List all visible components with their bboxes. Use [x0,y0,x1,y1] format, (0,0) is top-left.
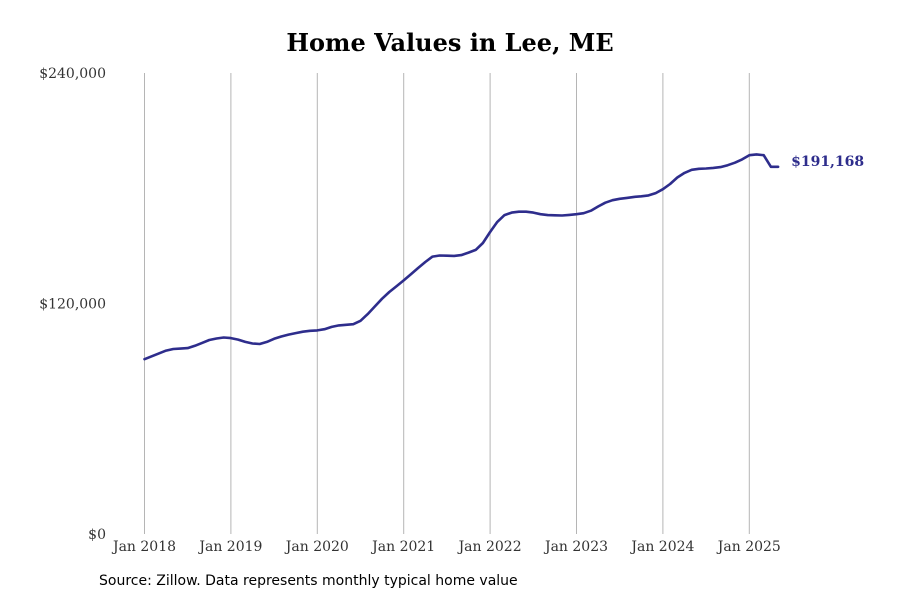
source-note: Source: Zillow. Data represents monthly … [99,573,518,589]
x-axis-ticks: Jan 2018 Jan 2019 Jan 2020 Jan 2021 Jan 2022… [111,539,781,555]
x-tick-label: Jan 2021 [370,539,435,555]
y-tick-label: $120,000 [39,297,106,313]
y-axis-ticks: $0 $120,000 $240,000 [39,66,106,543]
chart-title: Home Values in Lee, ME [286,28,614,57]
x-tick-label: Jan 2018 [111,539,176,555]
x-tick-label: Jan 2024 [629,539,694,555]
x-tick-label: Jan 2025 [716,539,781,555]
y-tick-label: $240,000 [39,66,106,82]
gridlines [144,73,750,534]
x-tick-label: Jan 2020 [284,539,349,555]
x-tick-label: Jan 2019 [197,539,262,555]
x-tick-label: Jan 2023 [543,539,608,555]
last-value-label: $191,168 [791,154,864,170]
y-tick-label: $0 [88,527,106,543]
x-tick-label: Jan 2022 [457,539,522,555]
home-value-series-line [143,153,780,361]
